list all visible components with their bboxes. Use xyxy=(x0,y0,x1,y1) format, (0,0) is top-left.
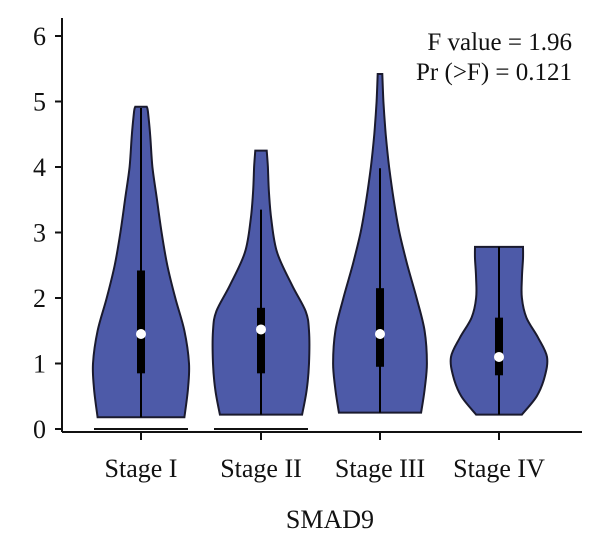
y-tick-label: 6 xyxy=(33,22,46,51)
iqr-box xyxy=(137,270,145,374)
median-dot xyxy=(494,351,504,362)
x-tick-label: Stage II xyxy=(220,454,302,483)
y-tick-label: 3 xyxy=(33,219,46,248)
median-dot xyxy=(136,329,146,340)
violin-group xyxy=(91,73,549,430)
median-dot xyxy=(256,324,266,335)
iqr-box xyxy=(257,307,265,374)
y-tick-label: 5 xyxy=(33,88,46,117)
y-tick-label: 1 xyxy=(33,350,46,379)
p-value-annotation: Pr (>F) = 0.121 xyxy=(416,59,572,86)
x-tick-label: Stage IV xyxy=(453,454,545,483)
iqr-box xyxy=(495,317,503,376)
f-value-annotation: F value = 1.96 xyxy=(427,29,572,56)
y-tick-label: 4 xyxy=(33,153,46,182)
x-axis-ticks: Stage I Stage II Stage III Stage IV xyxy=(105,432,545,483)
iqr-box xyxy=(376,288,384,367)
median-dot xyxy=(375,329,385,340)
y-tick-label: 2 xyxy=(33,284,46,313)
y-tick-label: 0 xyxy=(33,415,46,444)
x-tick-label: Stage I xyxy=(105,454,178,483)
y-axis-ticks: 0 1 2 3 4 5 6 xyxy=(33,22,62,444)
x-axis-title: SMAD9 xyxy=(286,505,374,534)
x-tick-label: Stage III xyxy=(335,454,425,483)
